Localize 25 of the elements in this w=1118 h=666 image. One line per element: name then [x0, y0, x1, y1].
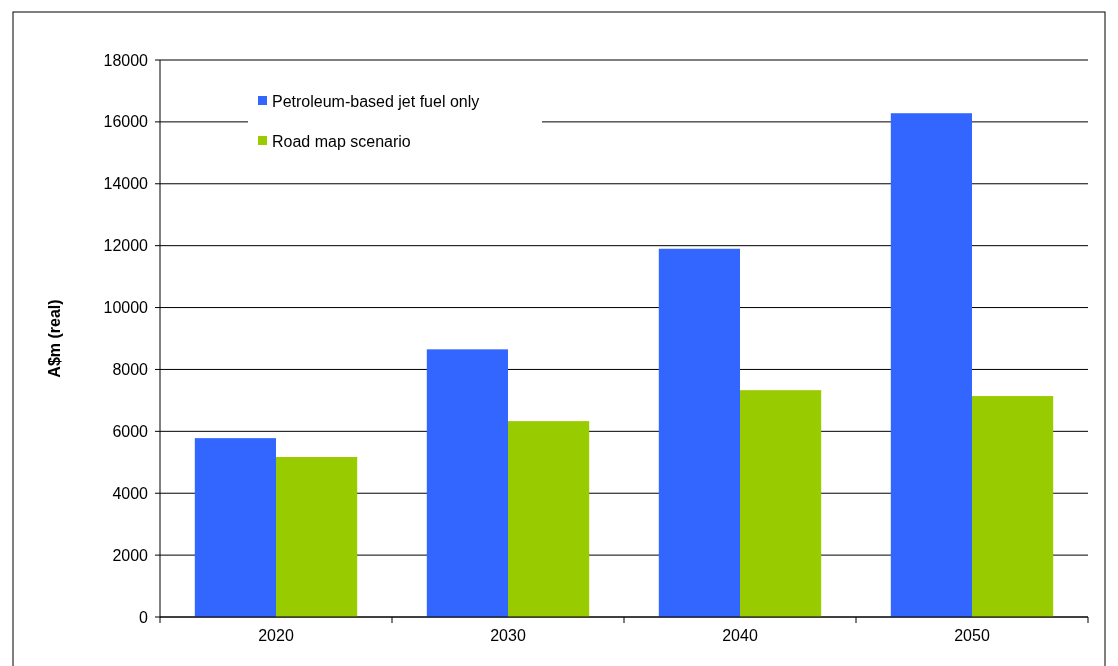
y-tick-label: 2000 — [112, 546, 149, 564]
y-tick-label: 6000 — [112, 422, 149, 440]
y-tick-label: 10000 — [103, 299, 149, 317]
x-tick-label: 2030 — [490, 627, 526, 644]
y-tick-label: 8000 — [112, 361, 149, 379]
y-tick-label: 16000 — [103, 113, 149, 131]
y-axis-title: A$m (real) — [46, 299, 63, 378]
legend-label: Road map scenario — [272, 132, 411, 150]
x-tick-label: 2040 — [722, 627, 758, 644]
y-tick-label: 18000 — [103, 51, 149, 69]
y-tick-label: 12000 — [103, 237, 149, 255]
y-tick-label: 4000 — [112, 484, 149, 502]
y-tick-label: 0 — [139, 608, 149, 626]
bar — [194, 438, 276, 617]
bar — [972, 396, 1054, 617]
legend-label: Petroleum-based jet fuel only — [272, 92, 480, 110]
bar — [508, 421, 590, 617]
y-tick-label: 14000 — [103, 175, 149, 193]
x-tick-label: 2050 — [954, 627, 990, 644]
bar — [658, 248, 740, 617]
x-tick-label: 2020 — [258, 627, 294, 644]
bar — [426, 349, 508, 617]
bar — [276, 457, 358, 617]
bar — [890, 113, 972, 617]
bar — [740, 390, 822, 617]
